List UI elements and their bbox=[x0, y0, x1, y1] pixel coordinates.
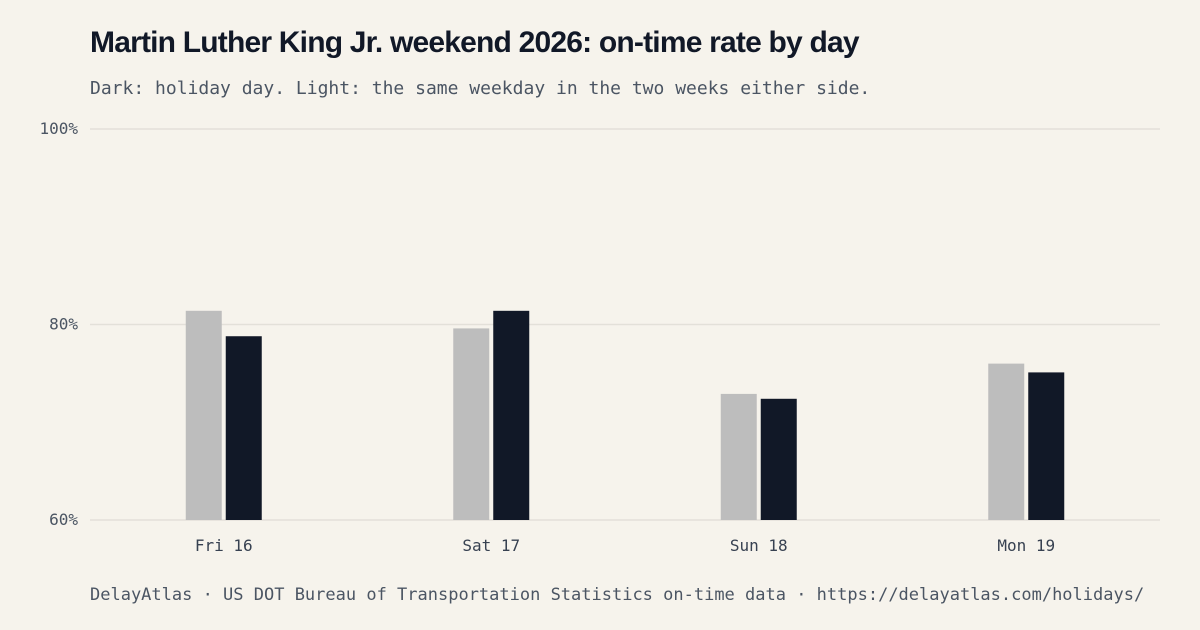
x-tick-label: Sun 18 bbox=[730, 536, 788, 555]
bar-comparison bbox=[720, 393, 757, 520]
bar-comparison bbox=[453, 328, 490, 520]
y-tick-label: 100% bbox=[39, 119, 78, 138]
bar-holiday bbox=[225, 336, 262, 520]
chart-title: Martin Luther King Jr. weekend 2026: on-… bbox=[90, 26, 860, 59]
bar-holiday bbox=[1028, 372, 1065, 520]
y-tick-label: 80% bbox=[49, 315, 78, 334]
axis-labels: 60% 80% 100% Fri 16 Sat 17 Sun 18 Mon 19 bbox=[39, 119, 1055, 555]
gridlines bbox=[90, 128, 1160, 521]
bar-comparison bbox=[988, 363, 1025, 520]
x-tick-label: Mon 19 bbox=[997, 536, 1055, 555]
chart-subtitle: Dark: holiday day. Light: the same weekd… bbox=[90, 78, 871, 99]
x-tick-label: Fri 16 bbox=[195, 536, 253, 555]
source-footer: DelayAtlas · US DOT Bureau of Transporta… bbox=[90, 585, 1145, 605]
bar-comparison bbox=[185, 310, 222, 520]
x-tick-label: Sat 17 bbox=[462, 536, 520, 555]
y-tick-label: 60% bbox=[49, 510, 78, 529]
bars bbox=[185, 310, 1065, 520]
bar-holiday bbox=[760, 398, 797, 520]
bar-holiday bbox=[493, 310, 530, 520]
